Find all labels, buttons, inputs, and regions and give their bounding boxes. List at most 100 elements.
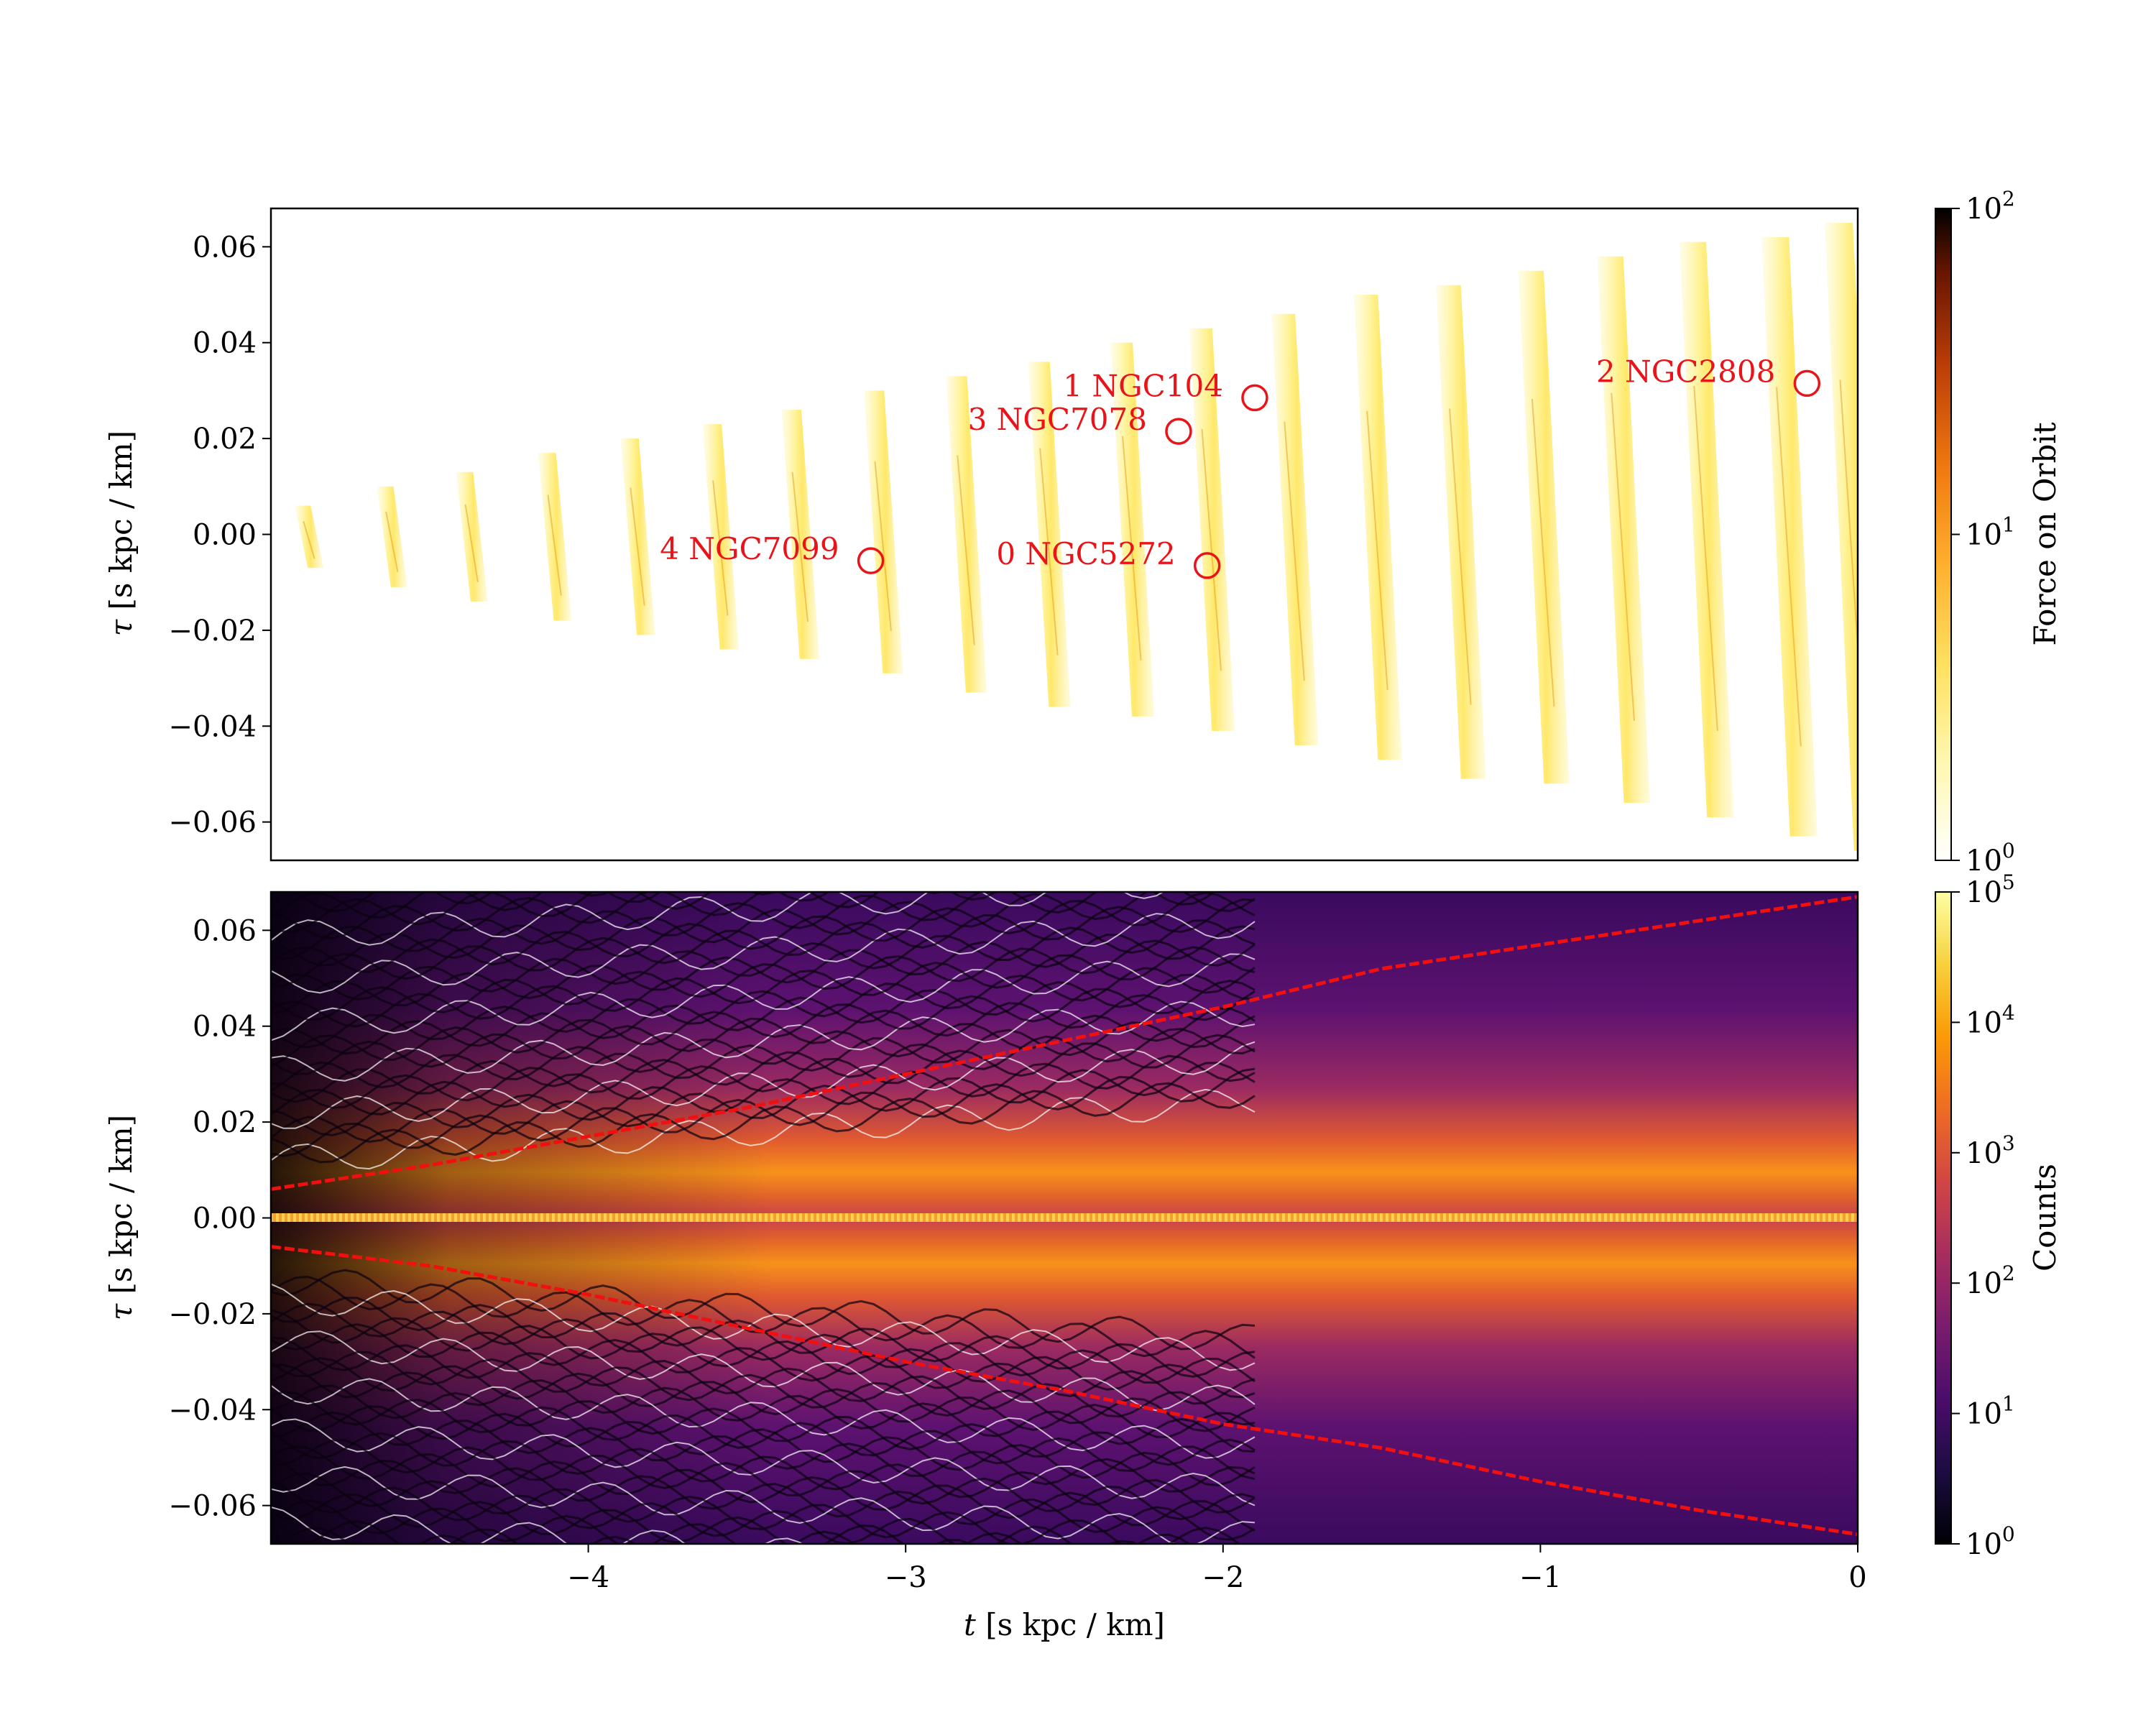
orbit-streak (271, 892, 944, 933)
force-stripe (1271, 313, 1319, 745)
force-stripe (781, 410, 820, 659)
force-stripe (946, 376, 987, 693)
force-stripe (1110, 342, 1154, 717)
force-stripe (620, 438, 655, 635)
orbit-streak (271, 1455, 1256, 1541)
orbit-streak (271, 1088, 1256, 1170)
force-stripe (456, 472, 488, 602)
top-y-tick-label: −0.04 (168, 710, 257, 743)
cluster-label: 3 NGC7078 (968, 402, 1147, 437)
force-stripe (377, 486, 407, 587)
force-stripe-core (1122, 436, 1142, 661)
counts-colorbar-label: Counts (2027, 1164, 2063, 1271)
force-stripe-core (1776, 387, 1802, 747)
cluster-markers: 0 NGC5272 1 NGC104 2 NGC2808 3 NGC7078 4 NGC… (660, 354, 1821, 579)
orbit-streak (271, 1000, 1256, 1082)
orbit-streak (271, 1007, 1256, 1092)
orbit-streak (277, 1527, 582, 1544)
bottom-y-tick-label: 0.04 (193, 1011, 257, 1044)
counts-colorbar-tick-label: 102 (1966, 1261, 2015, 1300)
orbit-streak (271, 892, 1165, 946)
force-stripe (538, 453, 572, 621)
force-stripe-core (1611, 392, 1635, 721)
counts-colorbar-tick-label: 101 (1966, 1392, 2015, 1431)
orbit-streak (271, 1418, 1256, 1506)
orbit-streak (271, 1054, 1256, 1137)
counts-colorbar-tick-label: 103 (1966, 1131, 2015, 1170)
orbit-streak (271, 1323, 1256, 1405)
bottom-panel: −0.06 −0.04 −0.02 0.00 0.02 0.04 0.06 −4 −3 −2 −1… (103, 870, 2063, 1642)
counts-colorbar-tick-label: 100 (1966, 1522, 2015, 1561)
orbit-streak (271, 1494, 1139, 1544)
force-stripe-core (630, 487, 645, 606)
orbit-streak (271, 1034, 1256, 1116)
force-stripe-core (1693, 385, 1718, 732)
x-tick-label: −4 (567, 1561, 609, 1594)
force-colorbar-tick-label: 100 (1966, 839, 2015, 878)
counts-colorbar (1935, 891, 1952, 1545)
cluster-label: 0 NGC5272 (996, 536, 1175, 571)
orbit-streak (271, 1067, 1256, 1157)
force-stripe (863, 390, 903, 673)
orbit-streak (271, 1015, 1256, 1103)
orbit-streak (271, 1445, 1256, 1532)
bottom-y-tick-label: 0.06 (193, 914, 257, 947)
orbit-streak (271, 1330, 1256, 1412)
top-y-ticks: −0.06 −0.04 −0.02 0.00 0.02 0.04 0.06 (168, 231, 271, 840)
force-colorbar (1935, 208, 1952, 861)
force-colorbar-ticks: 100 101 102 (1951, 187, 2015, 878)
x-axis-symbol: t (964, 1607, 976, 1642)
force-stripe (1679, 242, 1734, 817)
orbit-streak (271, 1472, 1241, 1544)
force-stripe-core (464, 504, 479, 583)
orbit-streak (271, 973, 1256, 1055)
force-stripe (1518, 270, 1570, 784)
force-stripe (1028, 362, 1071, 707)
force-stripe (295, 505, 324, 569)
force-stripe (1761, 237, 1818, 837)
top-y-tick-label: −0.06 (168, 806, 257, 840)
cluster-marker (857, 547, 885, 574)
force-stripe-core (791, 472, 809, 622)
orbit-streak (271, 1391, 1256, 1481)
orbit-streak (271, 966, 1256, 1049)
orbit-streak (271, 919, 1256, 1000)
bottom-y-tick-label: −0.02 (168, 1298, 257, 1331)
orbit-streak (271, 1439, 1256, 1521)
orbit-streak (271, 1309, 1256, 1399)
cluster-marker (1241, 384, 1268, 412)
x-axis-units: [s kpc / km] (985, 1607, 1165, 1642)
force-stripe-core (874, 461, 892, 631)
force-colorbar-label: Force on Orbit (2027, 422, 2063, 645)
orbit-streak (271, 1082, 1256, 1164)
top-y-axis-symbol: τ (103, 619, 139, 636)
force-stripe-core (303, 520, 315, 559)
orbit-streak (271, 980, 1256, 1067)
top-panel: 0 NGC5272 1 NGC104 2 NGC2808 3 NGC7078 4 NGC… (103, 187, 2063, 878)
orbit-streak (271, 892, 1256, 967)
force-stripe (702, 424, 740, 650)
force-stripe-core (957, 455, 975, 645)
orbit-streak (271, 1506, 803, 1544)
bottom-y-tick-label: 0.00 (193, 1202, 257, 1236)
orbit-streak (271, 953, 1256, 1041)
force-stripe (1597, 256, 1650, 803)
force-stripe-core (1039, 448, 1059, 656)
top-y-tick-label: 0.06 (193, 231, 257, 264)
force-stripe-core (385, 511, 399, 573)
counts-colorbar-ticks: 100 101 102 103 104 105 (1951, 870, 2015, 1561)
orbit-streak (271, 1363, 1256, 1453)
bottom-y-axis-units: [s kpc / km] (103, 1115, 139, 1294)
orbit-streak (271, 1480, 1191, 1544)
orbit-streak (271, 892, 1110, 940)
orbit-streak (271, 1378, 1256, 1459)
top-y-tick-label: 0.00 (193, 519, 257, 552)
orbit-streak (271, 1384, 1256, 1466)
top-y-tick-label: −0.02 (168, 615, 257, 648)
bottom-y-tick-label: −0.06 (168, 1490, 257, 1523)
orbit-streak (271, 1499, 972, 1544)
counts-colorbar-tick-label: 105 (1966, 870, 2015, 909)
top-y-axis-label: τ [s kpc / km] (103, 431, 139, 636)
bottom-x-ticks: −4 −3 −2 −1 0 (567, 1544, 1867, 1594)
